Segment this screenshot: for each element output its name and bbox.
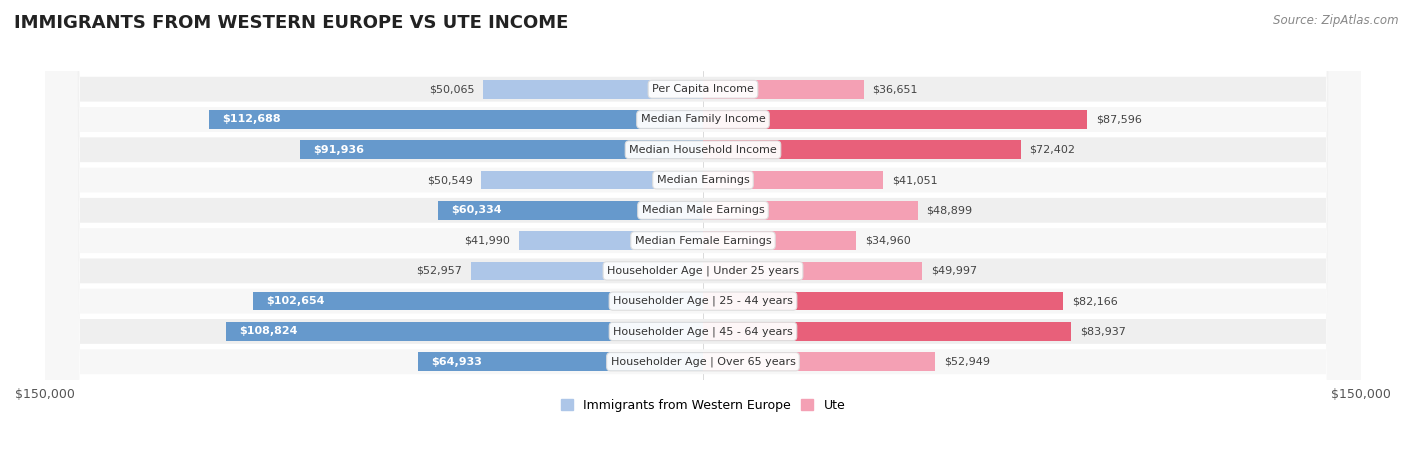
Text: Median Female Earnings: Median Female Earnings	[634, 236, 772, 246]
Text: Per Capita Income: Per Capita Income	[652, 84, 754, 94]
Text: Median Family Income: Median Family Income	[641, 114, 765, 125]
Text: $87,596: $87,596	[1097, 114, 1142, 125]
Text: $52,949: $52,949	[943, 357, 990, 367]
Bar	[484, 80, 703, 99]
Bar	[471, 262, 703, 280]
FancyBboxPatch shape	[45, 0, 1361, 467]
Text: $72,402: $72,402	[1029, 145, 1076, 155]
Bar	[225, 322, 703, 341]
Bar	[418, 353, 703, 371]
Bar	[703, 322, 1071, 341]
Bar	[481, 171, 703, 189]
Text: $112,688: $112,688	[222, 114, 280, 125]
FancyBboxPatch shape	[45, 0, 1361, 467]
Bar	[703, 141, 1021, 159]
Text: Median Household Income: Median Household Income	[628, 145, 778, 155]
FancyBboxPatch shape	[45, 0, 1361, 467]
Bar	[299, 141, 703, 159]
Text: Householder Age | Over 65 years: Householder Age | Over 65 years	[610, 356, 796, 367]
Bar	[703, 292, 1063, 311]
Text: Median Male Earnings: Median Male Earnings	[641, 205, 765, 215]
Bar	[253, 292, 703, 311]
FancyBboxPatch shape	[45, 0, 1361, 467]
Bar	[703, 262, 922, 280]
Text: Median Earnings: Median Earnings	[657, 175, 749, 185]
FancyBboxPatch shape	[45, 0, 1361, 467]
Text: $64,933: $64,933	[432, 357, 482, 367]
Bar	[519, 231, 703, 250]
Bar	[208, 110, 703, 129]
Text: $82,166: $82,166	[1073, 296, 1118, 306]
Text: $83,937: $83,937	[1080, 326, 1126, 336]
FancyBboxPatch shape	[45, 0, 1361, 467]
Text: Source: ZipAtlas.com: Source: ZipAtlas.com	[1274, 14, 1399, 27]
Bar	[703, 171, 883, 189]
Text: $48,899: $48,899	[927, 205, 973, 215]
Text: $60,334: $60,334	[451, 205, 502, 215]
Bar	[439, 201, 703, 219]
Text: $52,957: $52,957	[416, 266, 463, 276]
FancyBboxPatch shape	[45, 0, 1361, 467]
Text: IMMIGRANTS FROM WESTERN EUROPE VS UTE INCOME: IMMIGRANTS FROM WESTERN EUROPE VS UTE IN…	[14, 14, 568, 32]
Bar	[703, 201, 918, 219]
Bar	[703, 353, 935, 371]
Text: Householder Age | 45 - 64 years: Householder Age | 45 - 64 years	[613, 326, 793, 337]
Bar	[703, 231, 856, 250]
FancyBboxPatch shape	[45, 0, 1361, 467]
Text: $50,065: $50,065	[429, 84, 475, 94]
FancyBboxPatch shape	[45, 0, 1361, 467]
FancyBboxPatch shape	[45, 0, 1361, 467]
Text: $36,651: $36,651	[873, 84, 918, 94]
Legend: Immigrants from Western Europe, Ute: Immigrants from Western Europe, Ute	[555, 394, 851, 417]
Text: Householder Age | Under 25 years: Householder Age | Under 25 years	[607, 266, 799, 276]
Text: $34,960: $34,960	[865, 236, 911, 246]
Text: Householder Age | 25 - 44 years: Householder Age | 25 - 44 years	[613, 296, 793, 306]
Text: $91,936: $91,936	[312, 145, 364, 155]
Text: $49,997: $49,997	[931, 266, 977, 276]
Text: $50,549: $50,549	[426, 175, 472, 185]
Bar	[703, 80, 863, 99]
Text: $41,051: $41,051	[891, 175, 938, 185]
Text: $102,654: $102,654	[266, 296, 325, 306]
Text: $108,824: $108,824	[239, 326, 297, 336]
Bar	[703, 110, 1087, 129]
Text: $41,990: $41,990	[464, 236, 510, 246]
